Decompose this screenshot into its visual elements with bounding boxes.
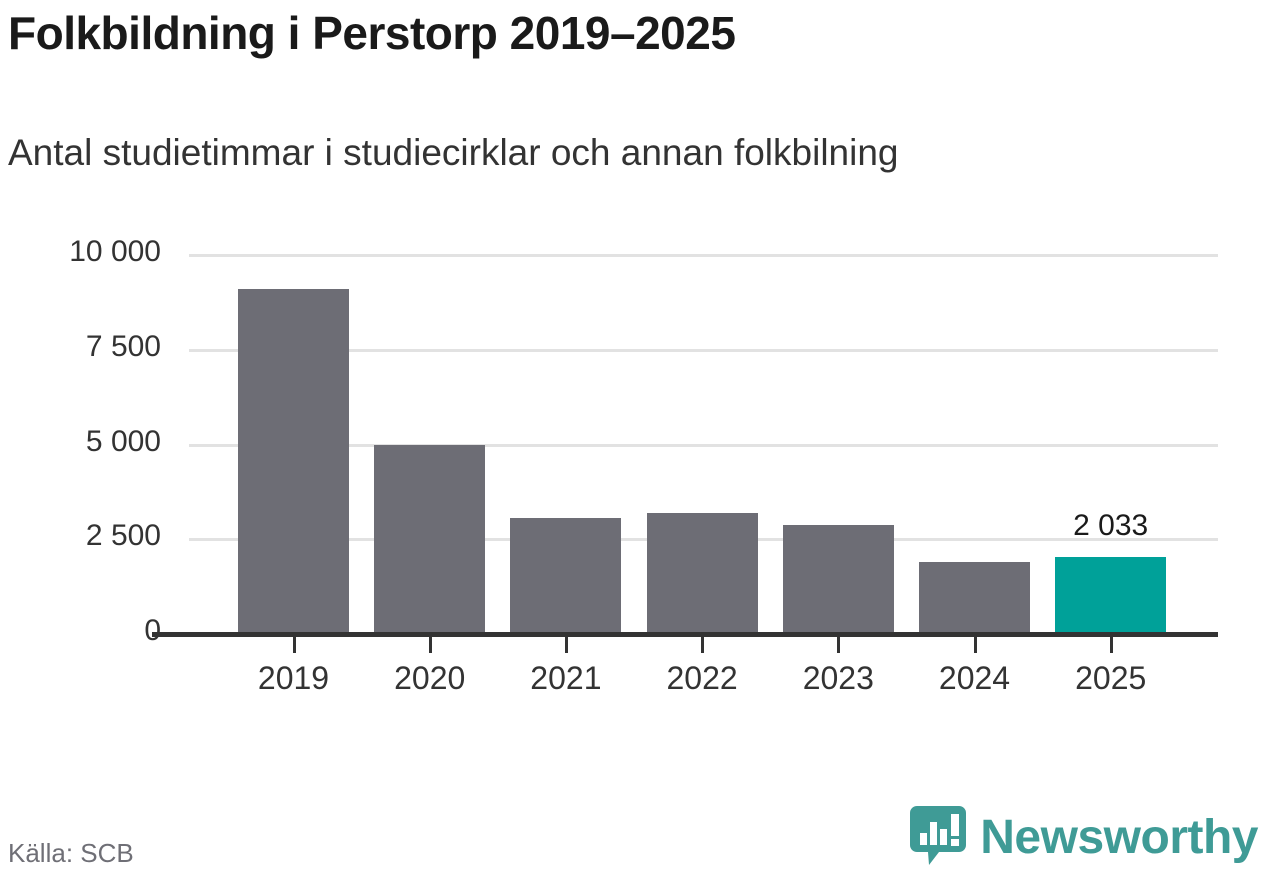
x-axis-tick-label-2020: 2020 [394,660,466,696]
speech-bubble-bar-chart-icon [909,804,967,873]
bar-2023[interactable] [782,524,894,634]
x-axis-tick [701,637,705,653]
gridline [189,443,1218,447]
x-axis-tick [973,637,977,653]
bar-chart: 0 2 500 5 000 7 500 10 000 2 033 2019 2020 202… [69,235,1218,696]
x-axis-tick [1109,637,1113,653]
x-axis-tick-label-2025: 2025 [1075,660,1147,696]
x-axis-tick [292,637,296,653]
source-note: Källa: SCB [8,838,134,868]
x-axis-tick-label-2021: 2021 [530,660,602,696]
x-axis-tick-label-2022: 2022 [666,660,738,696]
bar-2022[interactable] [646,513,758,634]
chart-subtitle: Antal studietimmar i studiecirklar och a… [8,132,899,173]
bar-2024[interactable] [919,561,1030,634]
x-axis-tick-label-2024: 2024 [938,660,1011,696]
bar-value-label-2025: 2 033 [1073,508,1149,542]
newsworthy-logo[interactable]: Newsworthy [909,804,1258,873]
page-title: Folkbildning i Perstorp 2019–2025 [8,7,736,59]
bar-2020[interactable] [374,444,486,634]
y-axis-tick-label: 10 000 [69,235,161,268]
x-axis-tick-label-2023: 2023 [802,660,874,696]
gridline [189,348,1218,352]
y-axis-tick-label: 5 000 [85,424,161,458]
x-axis-tick [428,637,432,653]
y-axis-tick-label: 7 500 [85,329,161,363]
bar-2021[interactable] [510,518,622,634]
x-axis-tick [564,637,568,653]
y-axis-tick-label: 0 [144,614,161,647]
bar-2025[interactable] [1055,556,1167,634]
y-axis-tick-label: 2 500 [85,519,161,553]
x-axis-baseline [152,632,1218,637]
bar-2019[interactable] [238,289,349,634]
logo-wordmark: Newsworthy [980,811,1258,864]
x-axis-tick [837,637,841,653]
x-axis-tick-label-2019: 2019 [257,660,330,696]
gridline [189,254,1218,257]
